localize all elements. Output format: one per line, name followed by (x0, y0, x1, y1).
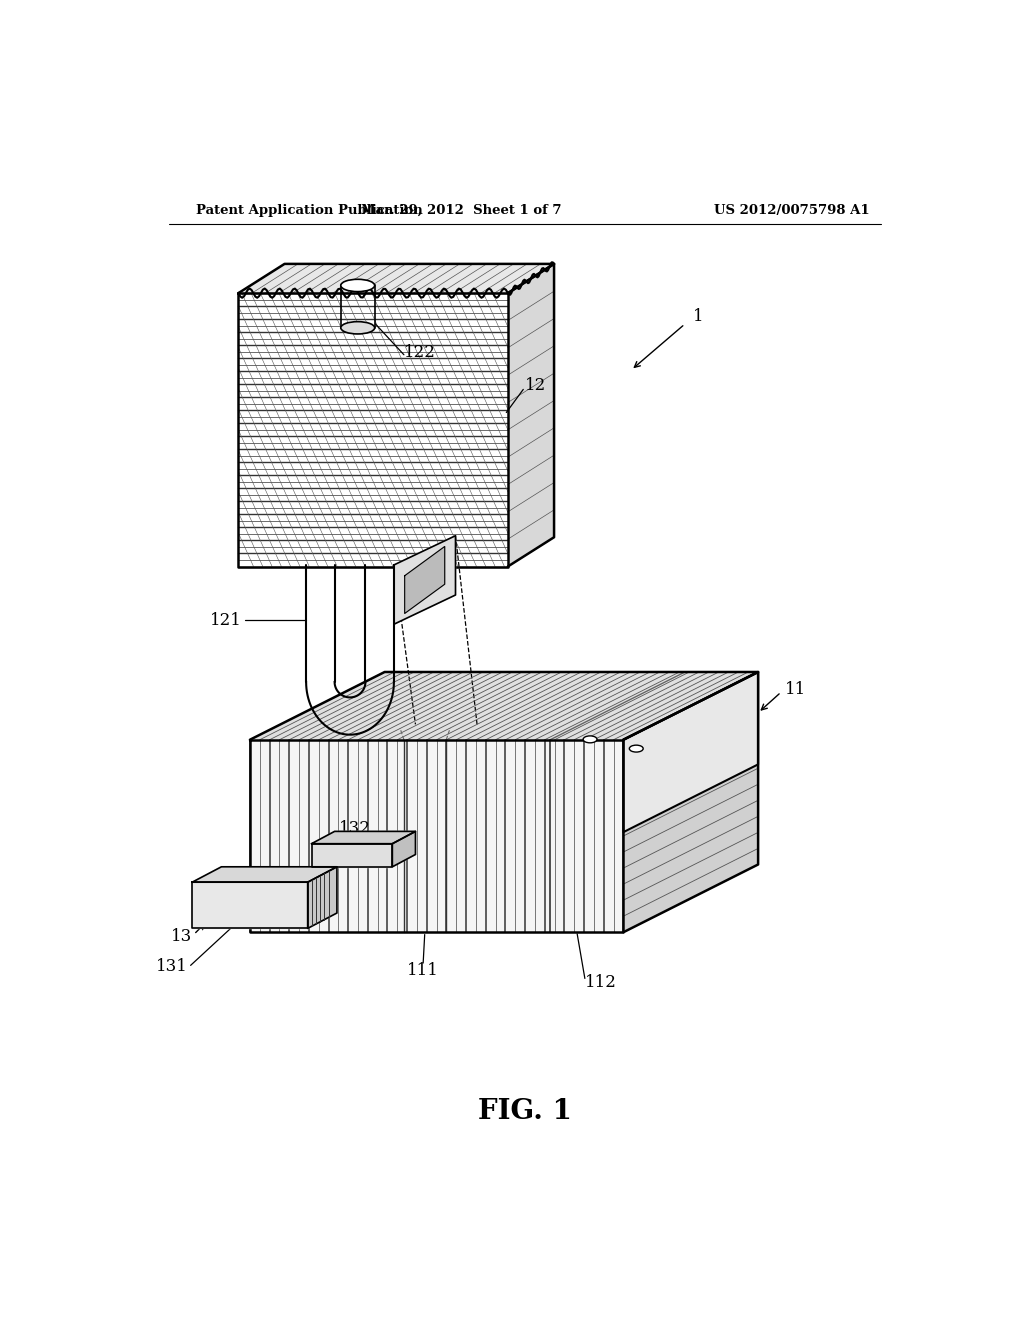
Text: 121: 121 (210, 612, 243, 628)
Ellipse shape (341, 322, 375, 334)
Text: 1: 1 (692, 308, 703, 325)
Polygon shape (624, 672, 758, 832)
Polygon shape (239, 293, 508, 566)
Text: Mar. 29, 2012  Sheet 1 of 7: Mar. 29, 2012 Sheet 1 of 7 (361, 205, 562, 218)
Ellipse shape (630, 744, 643, 752)
Polygon shape (250, 739, 624, 932)
Polygon shape (508, 264, 554, 566)
Polygon shape (624, 672, 758, 932)
Text: US 2012/0075798 A1: US 2012/0075798 A1 (714, 205, 869, 218)
Ellipse shape (341, 280, 375, 292)
Polygon shape (311, 832, 416, 843)
Polygon shape (250, 672, 758, 739)
Text: FIG. 1: FIG. 1 (478, 1098, 571, 1125)
Polygon shape (404, 546, 444, 614)
Text: Patent Application Publication: Patent Application Publication (196, 205, 423, 218)
Text: 131: 131 (157, 958, 188, 975)
Polygon shape (394, 536, 456, 624)
Text: 13: 13 (171, 928, 193, 945)
Text: 122: 122 (403, 345, 436, 360)
Polygon shape (392, 832, 416, 867)
Polygon shape (193, 867, 337, 882)
Polygon shape (239, 264, 554, 293)
Polygon shape (193, 882, 307, 928)
Ellipse shape (583, 737, 597, 743)
Text: 12: 12 (524, 378, 546, 395)
Text: 111: 111 (408, 962, 439, 979)
Text: 132: 132 (339, 820, 371, 837)
Text: 11: 11 (785, 681, 806, 698)
Text: 112: 112 (585, 974, 616, 991)
Polygon shape (311, 843, 392, 867)
Polygon shape (307, 867, 337, 928)
